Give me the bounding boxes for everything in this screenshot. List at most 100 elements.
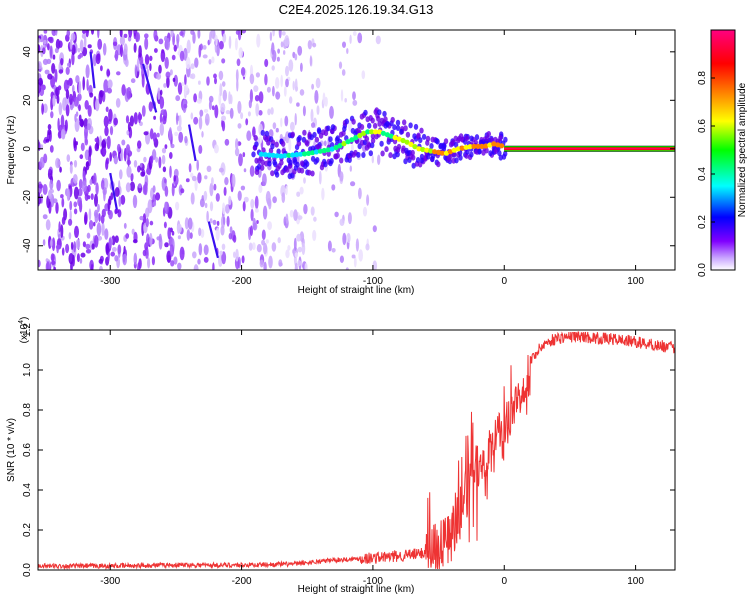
noise-cell — [95, 182, 99, 195]
noise-cell — [190, 172, 194, 178]
noise-cell — [47, 73, 53, 80]
signal-halo — [288, 159, 293, 166]
noise-cell — [111, 247, 117, 252]
signal-core — [432, 149, 438, 155]
noise-cell — [65, 89, 70, 100]
noise-cell — [264, 58, 269, 68]
noise-cell — [237, 30, 242, 41]
noise-cell — [92, 53, 97, 67]
noise-cell — [149, 55, 153, 61]
noise-cell — [262, 205, 268, 220]
signal-core — [365, 129, 371, 135]
signal-halo — [370, 137, 376, 144]
signal-halo — [330, 124, 336, 131]
noise-cell — [52, 95, 56, 107]
noise-cell — [253, 85, 259, 92]
noise-cell — [235, 138, 239, 151]
noise-cell — [103, 115, 109, 128]
noise-cell — [193, 264, 199, 270]
noise-streak — [142, 63, 158, 113]
noise-cell — [331, 184, 336, 191]
noise-cell — [73, 208, 78, 215]
noise-cell — [327, 240, 332, 252]
noise-cell — [206, 210, 209, 223]
signal-halo — [458, 154, 463, 161]
signal-core — [298, 151, 304, 157]
noise-cell — [86, 123, 91, 131]
noise-cell — [68, 232, 72, 240]
noise-cell — [172, 77, 176, 82]
noise-cell — [169, 165, 172, 178]
noise-cell — [82, 170, 86, 181]
noise-cell — [234, 37, 238, 51]
noise-cell — [114, 255, 119, 262]
noise-cell — [113, 41, 118, 47]
noise-cell — [268, 255, 273, 269]
x-tick-label: -300 — [100, 276, 120, 287]
signal-core — [329, 146, 335, 152]
noise-cell — [116, 143, 121, 153]
noise-cell — [86, 232, 91, 239]
noise-cell — [275, 91, 281, 100]
colorbar-tick-label: 0.0 — [697, 263, 708, 277]
noise-cell — [222, 89, 227, 102]
noise-cell — [133, 42, 137, 53]
noise-cell — [84, 193, 89, 202]
noise-cell — [146, 233, 150, 247]
noise-cell — [50, 111, 54, 119]
noise-cell — [154, 48, 158, 53]
noise-cell — [60, 129, 66, 140]
noise-cell — [159, 97, 163, 110]
noise-cell — [241, 255, 245, 264]
noise-cell — [43, 39, 47, 45]
signal-halo — [383, 116, 388, 123]
noise-cell — [280, 117, 283, 128]
noise-cell — [145, 217, 149, 228]
noise-cell — [218, 40, 224, 50]
noise-cell — [60, 58, 64, 66]
noise-cell — [165, 71, 171, 79]
noise-cell — [329, 105, 334, 119]
noise-cell — [208, 95, 214, 103]
noise-cell — [149, 232, 153, 247]
noise-cell — [242, 201, 246, 212]
signal-halo — [425, 135, 431, 142]
noise-cell — [221, 115, 226, 121]
signal-halo — [264, 130, 270, 137]
noise-cell — [117, 244, 122, 255]
noise-cell — [213, 144, 219, 154]
signal-core — [345, 139, 351, 145]
noise-cell — [316, 105, 320, 115]
spectrogram-y-ticks: -40 -20 0 20 40 — [22, 46, 675, 253]
noise-cell — [118, 196, 122, 207]
signal-halo — [364, 135, 370, 142]
signal-core — [467, 144, 473, 150]
noise-cell — [259, 259, 264, 268]
noise-cell — [221, 251, 227, 265]
noise-cell — [275, 77, 280, 89]
noise-cell — [241, 30, 247, 34]
signal-core — [471, 143, 477, 149]
noise-cell — [352, 91, 356, 101]
colorbar-ticks: 0.0 0.2 0.4 0.6 0.8 — [697, 71, 715, 277]
noise-cell — [86, 78, 89, 91]
noise-cell — [51, 260, 56, 265]
noise-cell — [351, 254, 356, 259]
noise-cell — [185, 56, 191, 70]
noise-cell — [59, 166, 62, 173]
noise-cell — [58, 102, 63, 116]
noise-cell — [304, 262, 308, 270]
signal-halo — [465, 148, 470, 155]
noise-cell — [240, 185, 246, 191]
noise-cell — [94, 142, 100, 152]
noise-cell — [209, 31, 212, 44]
noise-cell — [169, 244, 175, 257]
noise-cell — [178, 131, 184, 143]
noise-cell — [187, 217, 193, 230]
noise-cell — [85, 30, 89, 38]
signal-core — [447, 149, 453, 155]
noise-cell — [214, 104, 219, 119]
noise-cell — [52, 54, 56, 60]
noise-cell — [68, 93, 73, 105]
noise-cell — [143, 131, 149, 136]
